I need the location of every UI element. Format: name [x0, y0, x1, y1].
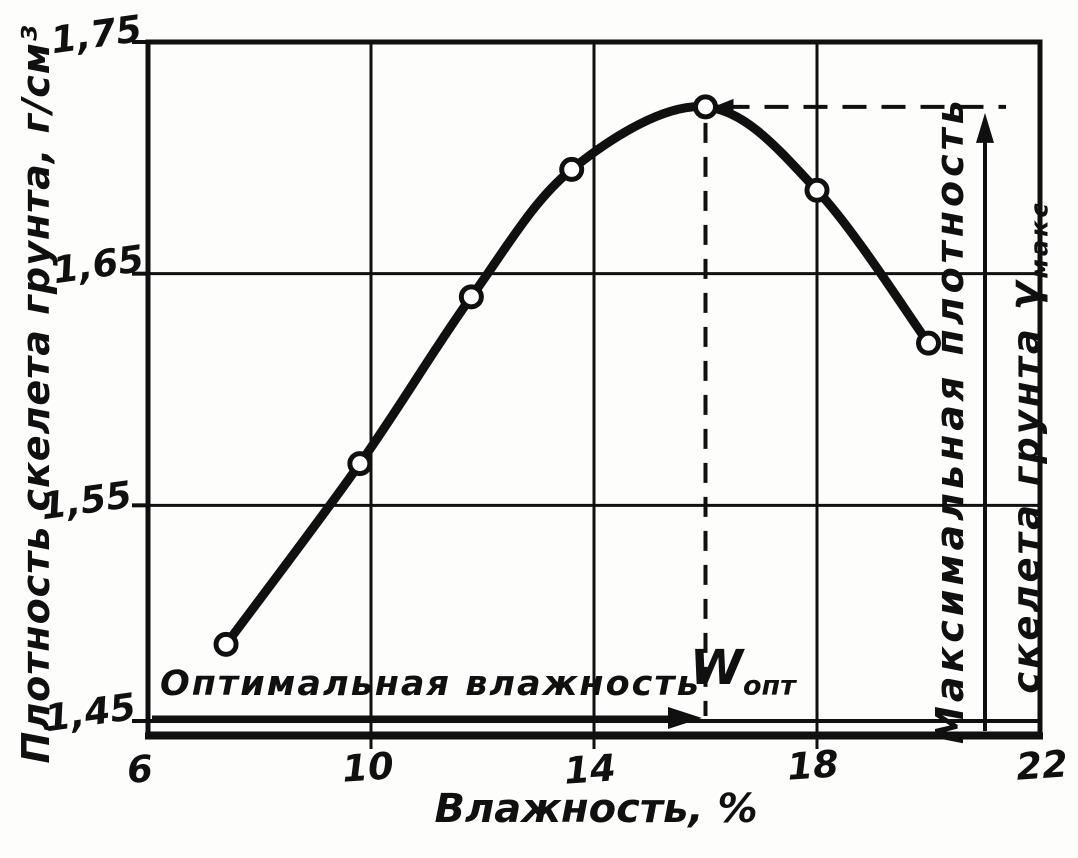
w-symbol: W	[690, 640, 743, 696]
data-point-6	[804, 177, 830, 203]
gamma-symbol-subscript: макс	[1025, 200, 1054, 279]
optimal-moisture-symbol: Wопт	[690, 640, 796, 702]
w-symbol-subscript: опт	[742, 670, 796, 702]
max-density-label-line1: Максимальная плотность	[928, 96, 972, 744]
x-tick-label-5: 22	[1014, 742, 1070, 789]
data-point-3	[458, 284, 484, 310]
data-point-5	[693, 94, 718, 120]
data-point-4	[559, 156, 585, 182]
x-axis-title: Влажность, %	[434, 786, 758, 832]
max-density-arrowhead	[976, 112, 994, 143]
x-tick-label-4: 18	[785, 742, 841, 789]
optimal-moisture-arrowhead	[668, 707, 702, 729]
data-point-2	[347, 451, 373, 477]
data-point-7	[916, 330, 941, 356]
max-density-label-line2: скелета грунта γмакс	[1000, 150, 1053, 744]
max-density-text: скелета грунта	[1005, 310, 1048, 694]
x-tick-label-1: 6	[125, 747, 155, 792]
y-axis-title: Плотность скелета грунта, г/см³	[14, 24, 58, 764]
optimal-moisture-label: Оптимальная влажность	[160, 664, 701, 704]
data-point-1	[213, 631, 239, 657]
gamma-symbol: γ	[1000, 278, 1049, 311]
x-tick-label-2: 10	[340, 744, 396, 791]
